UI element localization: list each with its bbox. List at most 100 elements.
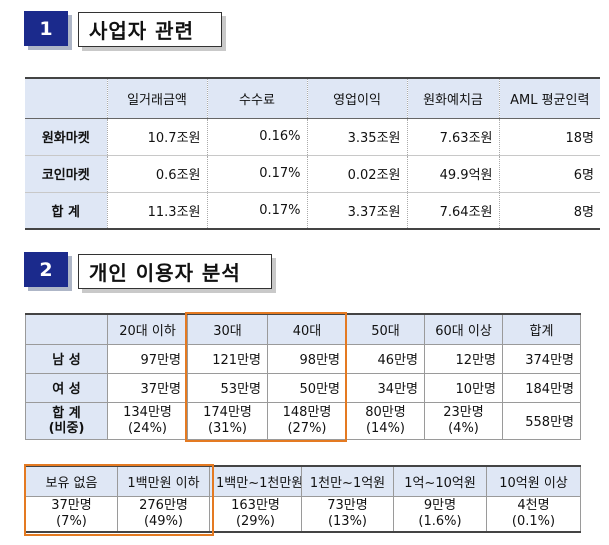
header-cell: 50대 <box>346 313 425 345</box>
cell-share: (13%) <box>327 513 368 529</box>
cell-value: 276만명 <box>139 497 188 513</box>
table-cell: 148만명 (27%) <box>267 401 347 440</box>
cell-share: (29%) <box>235 513 276 529</box>
table-cell: 558만명 <box>502 401 581 440</box>
business-stats-table: 일거래금액 수수료 영업이익 원화예치금 AML 평균인력 원화마켓 10.7조… <box>25 77 600 230</box>
header-cell: 20대 이하 <box>107 313 188 345</box>
header-cell: 10억원 이상 <box>486 465 581 497</box>
table-cell: 53만명 <box>187 372 268 403</box>
table-cell: 46만명 <box>346 343 425 374</box>
section-number-badge: 2 <box>24 252 68 287</box>
cell-share: (27%) <box>287 420 327 436</box>
holding-amount-table: 보유 없음 1백만원 이하 1백만~1천만원 1천만~1억원 1억~10억원 1… <box>25 465 581 533</box>
section-number-badge: 1 <box>24 11 68 46</box>
cell-share: (24%) <box>127 420 168 436</box>
table-cell: 184만명 <box>502 372 581 403</box>
header-cell: 합계 <box>502 313 581 345</box>
cell-value: 23만명 <box>443 404 484 420</box>
table-cell: 374만명 <box>502 343 581 374</box>
table-cell: 163만명 (29%) <box>209 495 302 533</box>
table-cell: 0.17% <box>206 191 307 230</box>
header-cell: 1천만~1억원 <box>301 465 394 497</box>
table-row: 남 성 97만명 121만명 98만명 46만명 12만명 374만명 <box>25 343 581 374</box>
table-cell: 34만명 <box>346 372 425 403</box>
cell-value: 80만명 <box>365 404 406 420</box>
table-row: 원화마켓 10.7조원 0.16% 3.35조원 7.63조원 18명 <box>25 117 600 156</box>
cell-share: (1.6%) <box>418 513 462 529</box>
table-cell: 50만명 <box>267 372 347 403</box>
table-cell: 3.37조원 <box>306 191 407 230</box>
table-cell: 3.35조원 <box>306 117 407 156</box>
table-cell: 73만명 (13%) <box>301 495 394 533</box>
row-label: 합 계 <box>25 191 107 230</box>
table-cell: 49.9억원 <box>406 154 499 193</box>
header-cell: 1억~10억원 <box>393 465 487 497</box>
cell-value: 163만명 <box>231 497 280 513</box>
table-cell: 276만명 (49%) <box>117 495 210 533</box>
table-cell: 0.02조원 <box>306 154 407 193</box>
table-cell: 23만명 (4%) <box>424 401 503 440</box>
row-label: 여 성 <box>25 372 108 403</box>
cell-value: 37만명 <box>51 497 92 513</box>
table-cell: 98만명 <box>267 343 347 374</box>
age-gender-table: 20대 이하 30대 40대 50대 60대 이상 합계 남 성 97만명 12… <box>25 313 581 440</box>
row-label: 원화마켓 <box>25 117 107 156</box>
row-label: 남 성 <box>25 343 108 374</box>
row-label: 합 계 (비중) <box>25 401 108 440</box>
total-label: 합 계 <box>52 405 81 421</box>
table-cell: 9만명 (1.6%) <box>393 495 487 533</box>
header-cell <box>25 313 108 345</box>
cell-share: (31%) <box>207 420 248 436</box>
cell-share: (7%) <box>56 513 87 529</box>
table-header-row: 일거래금액 수수료 영업이익 원화예치금 AML 평균인력 <box>25 77 600 119</box>
table-cell: 134만명 (24%) <box>107 401 188 440</box>
table-cell: 97만명 <box>107 343 188 374</box>
table-cell: 0.16% <box>206 117 307 156</box>
table-row: 여 성 37만명 53만명 50만명 34만명 10만명 184만명 <box>25 372 581 403</box>
table-header-row: 보유 없음 1백만원 이하 1백만~1천만원 1천만~1억원 1억~10억원 1… <box>25 465 581 497</box>
table-cell: 37만명 (7%) <box>25 495 118 533</box>
row-label: 코인마켓 <box>25 154 107 193</box>
header-cell: 보유 없음 <box>25 465 118 497</box>
table-cell: 8명 <box>498 191 600 230</box>
table-cell: 174만명 (31%) <box>187 401 268 440</box>
table-cell: 10.7조원 <box>106 117 207 156</box>
header-cell <box>25 77 107 119</box>
section-title: 개인 이용자 분석 <box>78 254 272 289</box>
table-cell: 6명 <box>498 154 600 193</box>
table-row: 코인마켓 0.6조원 0.17% 0.02조원 49.9억원 6명 <box>25 154 600 193</box>
table-header-row: 20대 이하 30대 40대 50대 60대 이상 합계 <box>25 313 581 345</box>
table-cell: 7.64조원 <box>406 191 499 230</box>
table-cell: 7.63조원 <box>406 117 499 156</box>
header-cell: 1백만원 이하 <box>117 465 210 497</box>
cell-value: 4천명 <box>517 497 550 513</box>
cell-share: (14%) <box>365 420 406 436</box>
header-cell: 30대 <box>187 313 268 345</box>
table-cell: 0.6조원 <box>106 154 207 193</box>
table-row-total: 합 계 (비중) 134만명 (24%) 174만명 (31%) 148만명 (… <box>25 401 581 440</box>
cell-value: 134만명 <box>123 404 172 420</box>
header-cell: 1백만~1천만원 <box>209 465 302 497</box>
table-cell: 12만명 <box>424 343 503 374</box>
table-cell: 11.3조원 <box>106 191 207 230</box>
cell-share: (0.1%) <box>511 513 556 529</box>
cell-share: (49%) <box>143 513 184 529</box>
share-label: (비중) <box>48 420 85 436</box>
header-cell: AML 평균인력 <box>498 77 600 119</box>
cell-value: 73만명 <box>327 497 368 513</box>
cell-value: 174만명 <box>203 404 252 420</box>
table-cell: 18명 <box>498 117 600 156</box>
table-cell: 80만명 (14%) <box>346 401 425 440</box>
cell-share: (4%) <box>448 420 479 436</box>
header-cell: 40대 <box>267 313 347 345</box>
header-cell: 수수료 <box>206 77 307 119</box>
header-cell: 원화예치금 <box>406 77 499 119</box>
header-cell: 영업이익 <box>306 77 407 119</box>
table-cell: 0.17% <box>206 154 307 193</box>
table-cell: 4천명 (0.1%) <box>486 495 581 533</box>
table-cell: 10만명 <box>424 372 503 403</box>
cell-value: 9만명 <box>423 497 457 513</box>
cell-value: 148만명 <box>282 404 332 420</box>
header-cell: 일거래금액 <box>106 77 207 119</box>
header-cell: 60대 이상 <box>424 313 503 345</box>
